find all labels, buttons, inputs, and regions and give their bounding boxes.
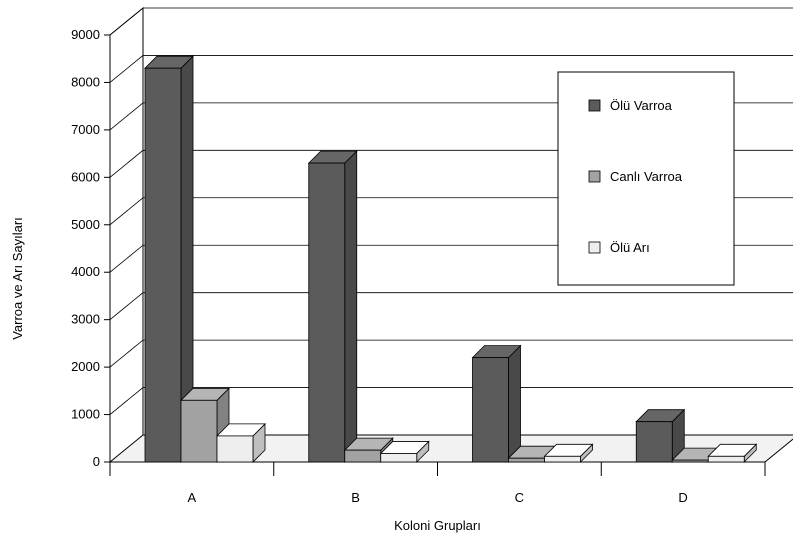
y-tick-label: 2000 (71, 359, 100, 374)
bar-front (472, 357, 509, 463)
y-tick-label: 5000 (71, 217, 100, 232)
bar (635, 408, 686, 463)
y-tick-labels: 0 1000 2000 3000 4000 5000 6000 7000 8000 9000 (71, 27, 100, 469)
y-tick-label: 6000 (71, 169, 100, 184)
y-tick-label: 9000 (71, 27, 100, 42)
legend-swatch (588, 241, 601, 254)
x-tick-label: C (515, 490, 524, 505)
bar-front (344, 449, 382, 463)
x-tick-labels: A B C D (188, 490, 688, 505)
x-tick-label: B (351, 490, 360, 505)
bar-side (344, 150, 358, 463)
bar-front (308, 162, 346, 463)
x-axis-label: Koloni Grupları (394, 518, 481, 533)
bar-front (635, 421, 673, 463)
bar-front (380, 453, 418, 463)
x-tick-label: D (678, 490, 687, 505)
bar-side (508, 344, 521, 463)
bar-front (144, 67, 182, 463)
bar-front (216, 435, 254, 463)
legend-label: Ölü Varroa (610, 98, 673, 113)
y-tick-label: 4000 (71, 264, 100, 279)
bar (216, 422, 266, 463)
bar (707, 443, 758, 463)
bar (543, 443, 594, 463)
y-tick-label: 7000 (71, 122, 100, 137)
legend-item: Canlı Varroa (588, 169, 683, 184)
bar (379, 440, 430, 463)
y-tick-label: 8000 (71, 74, 100, 89)
legend-label: Ölü Arı (610, 240, 650, 255)
legend-label: Canlı Varroa (610, 169, 683, 184)
bar (144, 55, 194, 463)
legend-swatch (588, 99, 601, 112)
legend-swatch (588, 170, 601, 183)
x-tick-label: A (188, 490, 197, 505)
bar-front (707, 455, 745, 463)
bar (471, 344, 522, 463)
y-tick-label: 1000 (71, 407, 100, 422)
bar-front (544, 455, 581, 463)
legend-item: Ölü Arı (588, 240, 650, 255)
legend-box (557, 71, 735, 286)
bar-front (671, 459, 709, 463)
y-tick-label: 3000 (71, 312, 100, 327)
bars (144, 55, 758, 463)
legend: Ölü Varroa Canlı Varroa Ölü Arı (557, 71, 735, 286)
y-tick-label: 0 (93, 454, 100, 469)
y-axis (109, 6, 144, 462)
bar-front (508, 457, 545, 463)
bar-front (180, 399, 218, 463)
legend-item: Ölü Varroa (588, 98, 673, 113)
y-axis-label: Varroa ve Arı Sayıları (10, 217, 25, 340)
bar (307, 150, 358, 463)
